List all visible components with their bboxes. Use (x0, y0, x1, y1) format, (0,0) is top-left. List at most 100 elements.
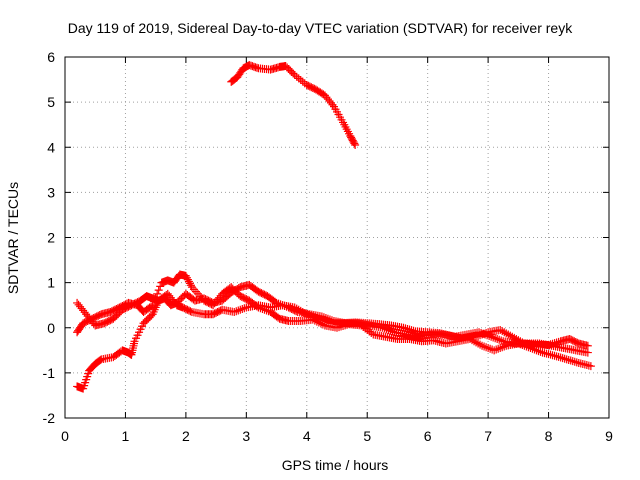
axis-ticks: 0 1 2 3 4 5 6 7 8 9 -2 -1 0 1 2 3 4 5 6 (43, 49, 614, 444)
data-point (365, 327, 374, 336)
data-point (252, 302, 261, 311)
y-tick-label: 6 (47, 49, 55, 65)
data-point (380, 324, 389, 333)
data-point (238, 304, 247, 313)
data-point (497, 336, 506, 345)
data-point (186, 307, 195, 316)
data-point (260, 305, 269, 314)
data-point (310, 316, 319, 325)
data-point (308, 315, 317, 324)
x-axis-label: GPS time / hours (282, 457, 389, 473)
data-point (500, 328, 509, 337)
data-point (184, 277, 193, 286)
data-point (262, 306, 271, 315)
data-point (403, 324, 412, 333)
data-point (502, 329, 511, 338)
data-point (258, 304, 267, 313)
data-point (333, 323, 341, 332)
data-point (504, 330, 513, 339)
data-point (405, 325, 414, 334)
y-tick-label: 5 (47, 94, 55, 110)
data-point (321, 313, 330, 322)
data-point (484, 344, 493, 353)
data-point (489, 333, 498, 342)
data-point (256, 304, 265, 313)
data-point (476, 340, 485, 349)
data-point (328, 100, 337, 109)
data-point (409, 326, 418, 335)
data-point (318, 320, 327, 329)
x-tick-label: 1 (122, 428, 130, 444)
data-point (477, 329, 486, 338)
x-tick-label: 0 (61, 428, 69, 444)
data-point (465, 335, 474, 344)
data-point (566, 356, 575, 365)
data-point (550, 351, 559, 360)
data-points (73, 61, 595, 393)
data-point (236, 305, 245, 314)
data-point (467, 336, 476, 345)
data-point (399, 323, 408, 332)
data-point (351, 140, 360, 149)
data-point (154, 286, 163, 295)
y-tick-label: 0 (47, 320, 55, 336)
data-point (386, 326, 395, 335)
data-point (470, 337, 479, 346)
x-tick-label: 4 (303, 428, 311, 444)
x-tick-label: 8 (545, 428, 553, 444)
y-tick-label: -1 (43, 365, 56, 381)
data-point (95, 356, 104, 365)
data-point (401, 324, 410, 333)
data-point (583, 348, 592, 357)
data-point (254, 303, 263, 312)
data-point (485, 332, 494, 341)
data-point (564, 355, 573, 364)
data-point (323, 314, 332, 323)
data-point (496, 326, 505, 335)
x-tick-label: 5 (363, 428, 371, 444)
data-point (482, 343, 491, 352)
data-point (317, 312, 326, 321)
data-point (274, 299, 283, 308)
data-point (528, 344, 537, 353)
data-point (314, 318, 323, 327)
data-point (496, 344, 505, 353)
data-point (319, 313, 328, 322)
data-point (495, 335, 504, 344)
plot-frame (64, 56, 610, 419)
x-tick-label: 6 (424, 428, 432, 444)
data-point (554, 337, 563, 346)
data-point (290, 71, 299, 80)
data-point (483, 331, 492, 340)
data-point (536, 347, 545, 356)
data-point (276, 300, 285, 309)
data-point (500, 342, 509, 351)
data-point (363, 326, 372, 335)
data-point (240, 304, 249, 313)
y-tick-label: 4 (47, 139, 55, 155)
data-point (350, 139, 359, 148)
data-point (282, 302, 291, 311)
data-point (316, 319, 325, 328)
data-point (480, 342, 489, 351)
data-point (234, 306, 243, 315)
data-point (271, 297, 280, 306)
data-point (492, 345, 501, 354)
data-point (232, 307, 241, 316)
data-point (481, 330, 490, 339)
data-point (296, 76, 305, 85)
data-point (230, 307, 239, 316)
data-point (312, 317, 321, 326)
y-tick-label: 2 (47, 230, 55, 246)
data-point (498, 343, 507, 352)
data-point (552, 352, 561, 361)
y-tick-label: 3 (47, 184, 55, 200)
data-point (490, 346, 499, 355)
data-point (182, 273, 191, 282)
data-point (532, 346, 541, 355)
data-point (148, 301, 157, 310)
data-point (534, 347, 543, 356)
data-point (335, 323, 344, 332)
data-point (508, 332, 517, 341)
x-tick-label: 3 (242, 428, 250, 444)
